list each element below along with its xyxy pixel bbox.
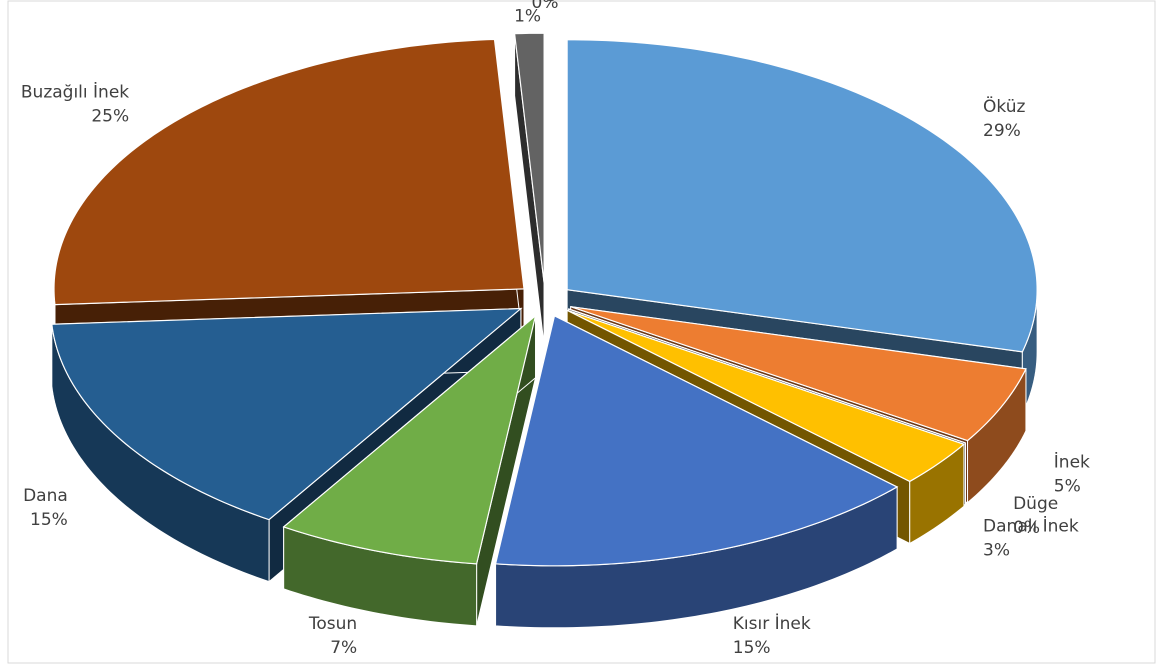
slice-label: İnek xyxy=(1054,452,1090,473)
slice-value-label: 7% xyxy=(330,638,357,658)
slice-value-label: 15% xyxy=(733,638,771,658)
slice-label: Danalı İnek xyxy=(983,516,1079,537)
slice-value-label: 29% xyxy=(983,121,1021,141)
slice-label: Kara Sığır xyxy=(487,0,569,2)
slice-top xyxy=(282,314,537,565)
slice-value-label: 0% xyxy=(1013,518,1040,538)
slice xyxy=(513,32,545,346)
slice-value-label: 3% xyxy=(983,541,1010,561)
slice-top xyxy=(568,308,966,444)
slice-value-label: 15% xyxy=(30,510,68,530)
slice-top xyxy=(566,309,966,483)
slice-value-label: 5% xyxy=(1054,477,1081,497)
slice-label: Öküz xyxy=(983,95,1025,117)
slice-value-label: 1% xyxy=(514,6,541,26)
slice-label: Dana xyxy=(23,486,68,506)
slice-top xyxy=(53,38,525,306)
slice-top xyxy=(494,314,899,567)
slice-value-label: 0% xyxy=(532,0,559,13)
slice-top xyxy=(570,306,1027,442)
slice-top xyxy=(566,39,1038,353)
slice-label: Kısır İnek xyxy=(733,613,811,634)
slice-label: Tosun xyxy=(308,614,357,634)
slice-label: Buzağılı İnek xyxy=(21,82,129,103)
slice xyxy=(282,314,537,627)
slice xyxy=(494,314,899,629)
slice-value-label: 25% xyxy=(91,107,129,127)
slice-top xyxy=(51,307,523,521)
slice-top xyxy=(513,32,545,284)
slice-label: Düge xyxy=(1013,494,1058,514)
